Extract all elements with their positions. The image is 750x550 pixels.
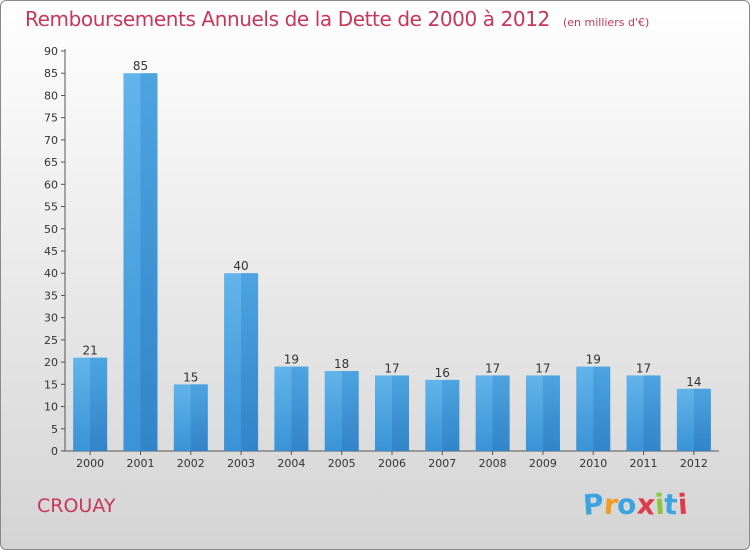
- x-tick-label: 2012: [680, 457, 708, 470]
- bar-value-label: 18: [334, 357, 349, 371]
- y-tick-label: 45: [44, 245, 58, 258]
- y-tick-label: 65: [44, 156, 58, 169]
- bar-value-label: 21: [83, 344, 98, 358]
- y-tick-label: 75: [44, 112, 58, 125]
- x-tick-label: 2010: [579, 457, 607, 470]
- bar-value-label: 19: [586, 353, 601, 367]
- x-tick-label: 2004: [277, 457, 305, 470]
- y-tick-label: 35: [44, 289, 58, 302]
- y-tick-label: 85: [44, 67, 58, 80]
- x-tick-label: 2001: [126, 457, 154, 470]
- x-tick-label: 2000: [76, 457, 104, 470]
- bar-shade: [492, 375, 510, 451]
- bar-shade: [241, 273, 259, 451]
- x-tick-label: 2003: [227, 457, 255, 470]
- chart-title-block: Remboursements Annuels de la Dette de 20…: [25, 7, 649, 31]
- y-tick-label: 40: [44, 267, 58, 280]
- chart-subtitle: (en milliers d'€): [562, 16, 650, 29]
- y-tick-label: 80: [44, 89, 58, 102]
- logo-letter: i: [676, 487, 689, 522]
- y-tick-label: 25: [44, 334, 58, 347]
- x-tick-label: 2005: [328, 457, 356, 470]
- bar-shade: [341, 371, 359, 451]
- x-tick-label: 2002: [177, 457, 205, 470]
- y-tick-label: 10: [44, 401, 58, 414]
- bar-value-label: 17: [384, 361, 399, 375]
- bar-shade: [140, 73, 158, 451]
- bar-value-label: 14: [686, 375, 701, 389]
- chart-title: Remboursements Annuels de la Dette de 20…: [25, 7, 550, 31]
- x-tick-label: 2006: [378, 457, 406, 470]
- bar-value-label: 16: [435, 366, 450, 380]
- y-tick-label: 15: [44, 378, 58, 391]
- logo-letter: o: [616, 487, 638, 522]
- bar-value-label: 40: [233, 259, 248, 273]
- y-tick-label: 5: [51, 423, 58, 436]
- y-tick-label: 20: [44, 356, 58, 369]
- bar-value-label: 17: [485, 361, 500, 375]
- x-tick-label: 2008: [479, 457, 507, 470]
- bar-shade: [542, 375, 560, 451]
- y-tick-label: 50: [44, 223, 58, 236]
- proxiti-logo: Proxiti: [581, 487, 689, 522]
- bar-shade: [392, 375, 409, 451]
- bar-value-label: 17: [535, 361, 550, 375]
- commune-name: CROUAY: [37, 495, 116, 517]
- bar-shade: [442, 379, 460, 451]
- y-tick-label: 70: [44, 134, 58, 147]
- bar-shade: [291, 366, 309, 451]
- bar-value-label: 19: [284, 353, 299, 367]
- bar-shade: [593, 366, 611, 451]
- bar-value-label: 17: [636, 361, 651, 375]
- bar-shade: [190, 384, 208, 451]
- y-tick-label: 55: [44, 201, 58, 214]
- bar-value-label: 85: [133, 59, 148, 73]
- bar-value-label: 15: [183, 370, 198, 384]
- x-tick-label: 2011: [630, 457, 658, 470]
- y-tick-label: 60: [44, 178, 58, 191]
- y-tick-label: 0: [51, 445, 58, 458]
- bar-shade: [90, 357, 108, 451]
- x-tick-label: 2009: [529, 457, 557, 470]
- bar-shade: [693, 388, 711, 451]
- x-tick-label: 2007: [428, 457, 456, 470]
- logo-letter: x: [635, 487, 656, 522]
- logo-letter: P: [581, 487, 605, 522]
- y-tick-label: 30: [44, 312, 58, 325]
- bar-shade: [643, 375, 661, 451]
- y-tick-label: 90: [44, 45, 58, 58]
